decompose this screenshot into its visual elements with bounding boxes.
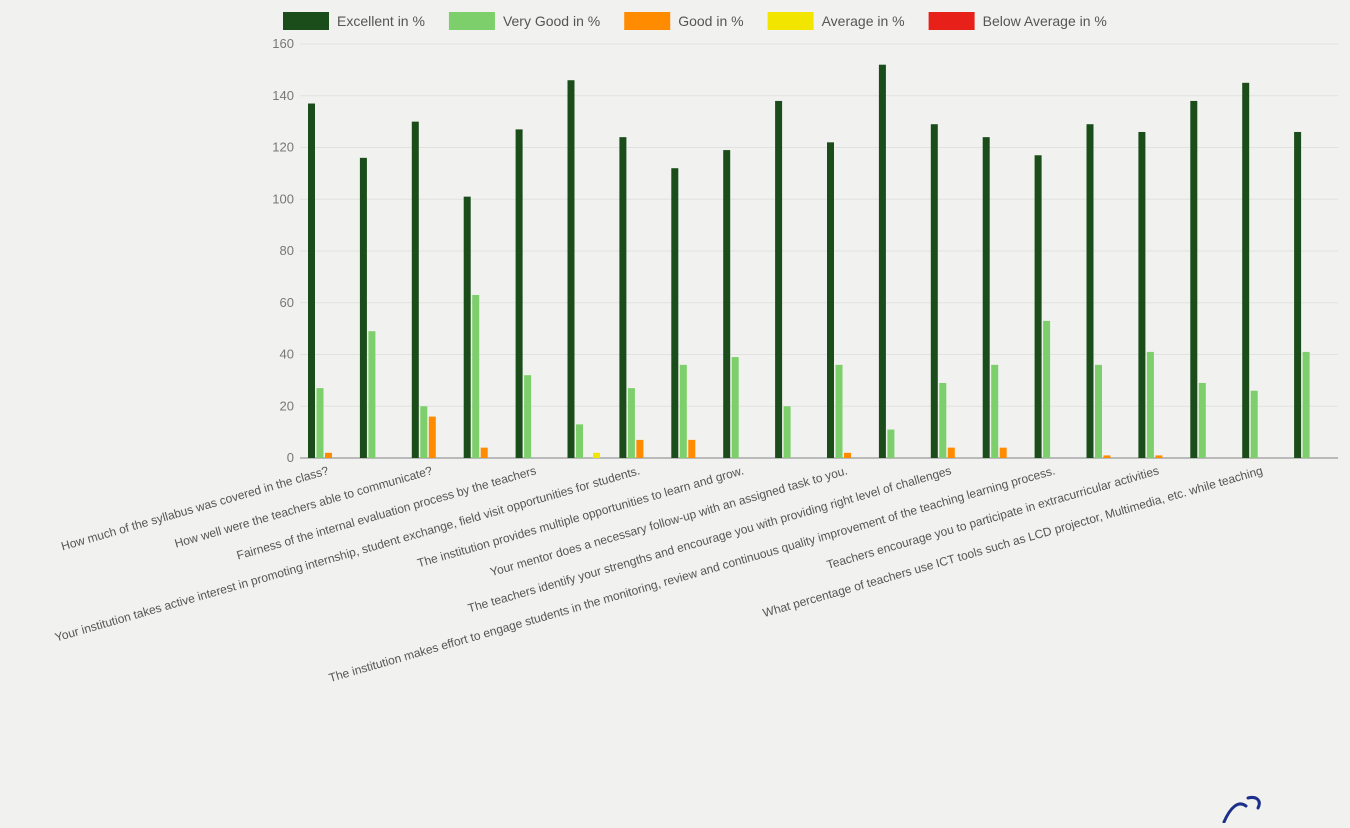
bar[interactable]	[878, 64, 886, 458]
legend-swatch	[283, 12, 329, 30]
bar[interactable]	[887, 429, 895, 458]
bar[interactable]	[1043, 320, 1051, 458]
y-tick-label: 160	[272, 36, 294, 51]
bar[interactable]	[593, 452, 600, 458]
bar[interactable]	[420, 406, 428, 458]
legend-item[interactable]: Good in %	[624, 12, 744, 30]
bar[interactable]	[480, 447, 488, 458]
bar[interactable]	[1302, 351, 1310, 458]
bar[interactable]	[325, 452, 332, 458]
legend-label: Very Good in %	[503, 13, 600, 29]
bar[interactable]	[1242, 82, 1250, 458]
legend-item[interactable]: Excellent in %	[283, 12, 425, 30]
bar[interactable]	[368, 331, 376, 458]
bar[interactable]	[723, 150, 731, 458]
bar[interactable]	[999, 447, 1007, 458]
legend-label: Good in %	[678, 13, 743, 29]
legend-item[interactable]: Average in %	[767, 12, 905, 30]
legend-swatch	[928, 12, 975, 30]
y-axis: 0 20 40 60 80 100 120 140 160	[272, 36, 294, 465]
x-axis-labels: How much of the syllabus was covered in …	[53, 463, 1264, 685]
legend-swatch	[767, 12, 814, 30]
bar[interactable]	[939, 382, 947, 458]
bar[interactable]	[619, 137, 627, 458]
y-tick-label: 80	[280, 243, 294, 258]
bar[interactable]	[1190, 100, 1198, 459]
bar[interactable]	[1294, 131, 1302, 458]
bar[interactable]	[991, 364, 999, 458]
bar[interactable]	[576, 424, 583, 458]
bar[interactable]	[1250, 390, 1258, 458]
bar[interactable]	[1198, 382, 1206, 458]
bar[interactable]	[1086, 124, 1094, 459]
bars-layer	[308, 64, 1310, 459]
bar[interactable]	[731, 357, 739, 458]
bar[interactable]	[411, 121, 419, 458]
y-tick-label: 20	[280, 398, 294, 413]
bar[interactable]	[844, 452, 851, 458]
bar[interactable]	[636, 439, 644, 458]
legend-label: Excellent in %	[337, 13, 425, 29]
bar[interactable]	[930, 124, 938, 459]
legend[interactable]: Excellent in % Very Good in % Good in % Ave…	[283, 12, 1107, 30]
bar[interactable]	[835, 364, 843, 458]
grid-layer	[300, 43, 1338, 459]
bar[interactable]	[567, 80, 575, 458]
bar[interactable]	[1138, 131, 1146, 458]
bar[interactable]	[982, 137, 990, 458]
legend-item[interactable]: Very Good in %	[448, 12, 600, 30]
bar[interactable]	[827, 142, 834, 458]
bar[interactable]	[472, 294, 480, 458]
y-tick-label: 0	[287, 450, 294, 465]
bar[interactable]	[308, 103, 315, 458]
bar[interactable]	[316, 388, 324, 458]
bar[interactable]	[463, 196, 471, 458]
bar[interactable]	[1155, 455, 1163, 458]
y-tick-label: 60	[280, 295, 294, 310]
y-tick-label: 100	[272, 191, 294, 206]
bar[interactable]	[515, 129, 523, 458]
bar[interactable]	[783, 406, 791, 458]
bar[interactable]	[359, 157, 367, 458]
y-tick-label: 140	[272, 88, 294, 103]
legend-label: Below Average in %	[983, 13, 1107, 29]
bar[interactable]	[627, 388, 635, 458]
y-tick-label: 40	[280, 347, 294, 362]
y-tick-label: 120	[272, 140, 294, 155]
bar[interactable]	[1146, 351, 1154, 458]
bar[interactable]	[524, 375, 532, 458]
bar[interactable]	[1103, 455, 1111, 458]
legend-swatch	[624, 12, 671, 30]
bar[interactable]	[947, 447, 955, 458]
bar[interactable]	[671, 168, 679, 458]
bar[interactable]	[679, 364, 687, 458]
bar[interactable]	[428, 416, 436, 458]
bar[interactable]	[775, 100, 783, 459]
bar[interactable]	[1034, 155, 1042, 458]
bar[interactable]	[1095, 364, 1102, 458]
legend-item[interactable]: Below Average in %	[928, 12, 1107, 30]
handwritten-signature	[1222, 796, 1261, 824]
legend-swatch	[448, 12, 495, 30]
legend-label: Average in %	[822, 13, 905, 29]
bar[interactable]	[688, 439, 696, 458]
